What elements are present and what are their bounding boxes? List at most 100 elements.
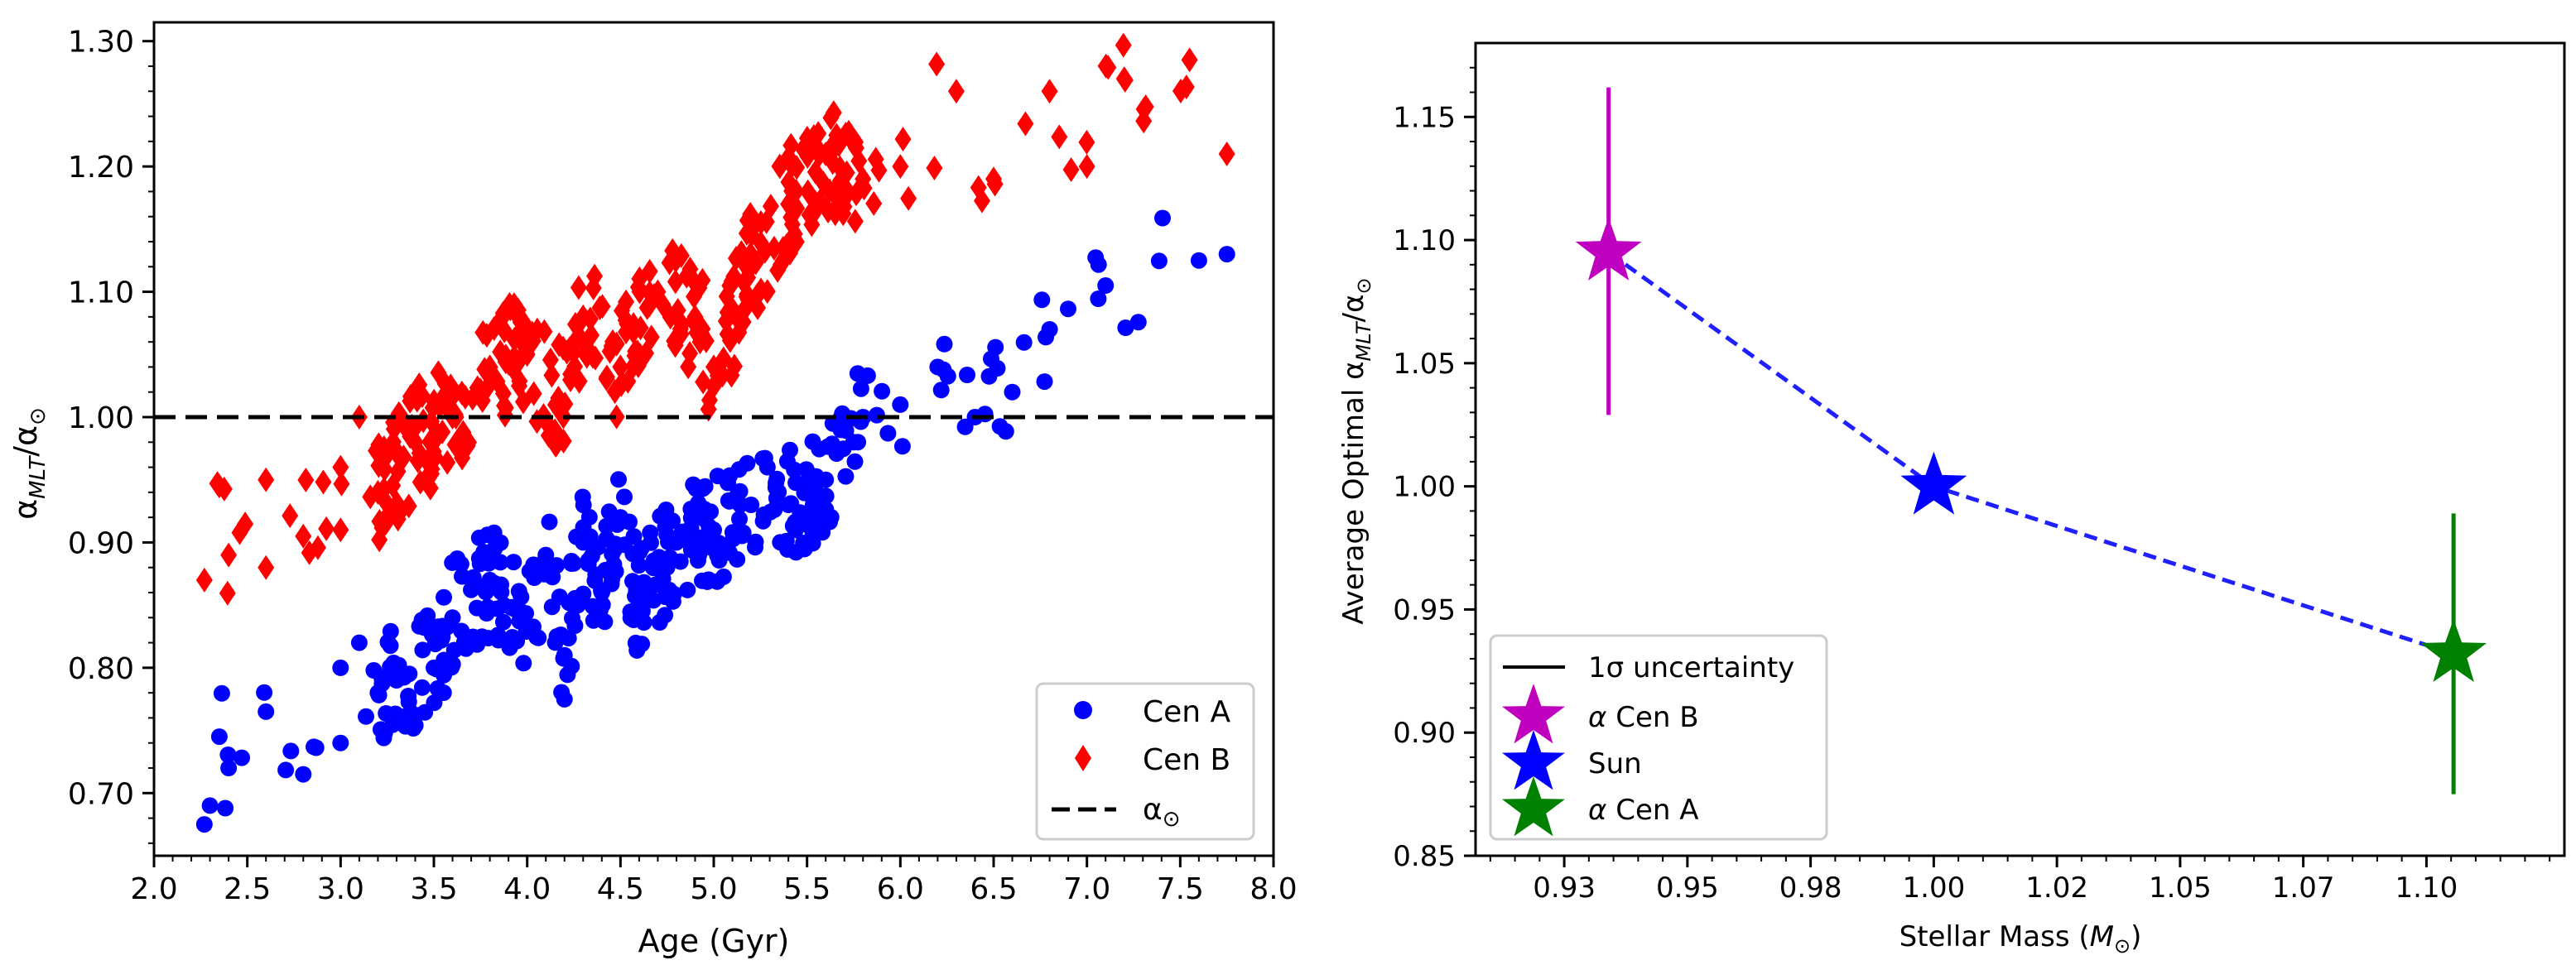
cen-a-point: [610, 471, 627, 488]
cen-b-point: [421, 475, 439, 501]
cen-b-point: [756, 238, 773, 264]
cen-a-point: [642, 524, 659, 541]
cen-b-point: [220, 542, 238, 568]
cen-b-point: [926, 156, 943, 181]
cen-a-point: [493, 576, 509, 593]
cen-b-point: [758, 209, 775, 234]
cen-a-point: [828, 445, 845, 462]
cen-a-point: [375, 729, 392, 747]
cen-b-point: [402, 384, 419, 410]
cen-a-point: [510, 583, 527, 600]
cen-a-point: [821, 513, 838, 531]
cen-a-point: [939, 367, 956, 385]
cen-b-point: [474, 319, 492, 345]
cen-b-point: [426, 444, 444, 470]
cen-a-point: [492, 534, 509, 551]
cen-a-point: [424, 626, 441, 643]
cen-b-point: [850, 148, 868, 174]
cen-b-point: [664, 238, 681, 263]
cen-b-point: [1041, 79, 1058, 104]
y-tick-label: 1.05: [1393, 348, 1456, 381]
cen-b-point: [1017, 111, 1034, 137]
cen-a-point: [852, 380, 869, 397]
cen-b-point: [231, 520, 248, 545]
cen-a-point: [807, 475, 825, 492]
cen-a-point: [846, 453, 864, 470]
cen-b-point: [566, 353, 584, 379]
cen-a-point: [837, 468, 855, 485]
cen-a-point: [387, 705, 404, 723]
cen-b-point: [1115, 32, 1132, 58]
cen-a-point: [470, 529, 488, 546]
cen-b-point: [424, 395, 441, 420]
legend-sun-label: Sun: [1588, 747, 1642, 780]
cen-b-point: [654, 291, 672, 317]
cen-b-point: [362, 484, 379, 510]
cen-a-point: [574, 488, 591, 506]
cen-a-point: [1036, 373, 1053, 391]
cen-b-point: [786, 221, 803, 247]
cen-a-point: [879, 425, 897, 442]
cen-b-point: [219, 580, 236, 606]
legend-cen-b-label: α Cen B: [1588, 701, 1699, 734]
cen-a-point: [893, 438, 911, 455]
cen-a-point: [690, 552, 706, 569]
cen-a-point: [784, 517, 802, 535]
cen-a-point: [397, 718, 414, 735]
y-tick-label: 0.80: [68, 652, 134, 686]
cen-a-point: [662, 549, 679, 566]
cen-a-point: [874, 382, 891, 400]
cen-b-point: [496, 393, 513, 419]
x-tick-label: 2.0: [130, 872, 177, 906]
cen-b-point: [1116, 67, 1134, 93]
cen-a-point: [566, 589, 584, 607]
x-tick-label: 1.10: [2395, 871, 2458, 905]
x-tick-label: 1.02: [2025, 871, 2088, 905]
cen-b-point: [371, 508, 388, 534]
cen-b-point: [743, 221, 760, 247]
cen-b-point: [772, 252, 789, 277]
left-data-points: [195, 32, 1235, 833]
cen-b-point: [412, 469, 429, 495]
cen-a-point: [796, 484, 813, 502]
cen-b-point: [847, 129, 864, 155]
x-tick-label: 4.5: [597, 872, 644, 906]
cen-a-point: [625, 612, 643, 628]
cen-b-point: [387, 495, 404, 521]
cen-a-point: [593, 582, 609, 599]
cen-b-point: [672, 316, 689, 342]
cen-a-point: [563, 657, 580, 675]
cen-a-point: [731, 482, 749, 500]
cen-a-point: [1015, 334, 1033, 351]
y-tick-label: 1.10: [68, 276, 134, 310]
cen-b-point: [430, 360, 447, 386]
cen-a-point: [525, 556, 542, 574]
right-plot-frame: [1474, 41, 2566, 857]
cen-a-point: [625, 528, 643, 545]
y-tick-label: 0.90: [68, 526, 134, 560]
cen-a-point: [756, 449, 773, 467]
x-tick-label: 0.93: [1533, 871, 1596, 905]
cen-b-point: [900, 185, 917, 211]
cen-b-star-marker: [1575, 217, 1642, 281]
cen-b-point: [195, 567, 213, 593]
cen-b-point: [686, 284, 703, 310]
cen-b-point: [734, 249, 752, 275]
cen-a-point: [1038, 329, 1054, 346]
cen-a-point: [217, 799, 234, 817]
cen-b-point: [402, 424, 419, 449]
cen-b-point: [215, 476, 233, 502]
left-axis-ticks: 2.0 2.5 3.0 3.5 4.0 4.5 5.0 5.5 6.0 6.5 7.0 7.5 8.0 0…: [68, 26, 1298, 906]
left-x-axis-label: Age (Gyr): [638, 923, 790, 959]
cen-b-point: [1051, 124, 1068, 150]
cen-a-point: [548, 628, 566, 645]
cen-a-point: [583, 547, 600, 564]
left-chart: 2.0 2.5 3.0 3.5 4.0 4.5 5.0 5.5 6.0 6.5 7.0 7.5 8.0 0…: [7, 21, 1298, 959]
cen-b-point: [799, 143, 816, 169]
left-y-axis-label: αMLT/α⊙: [7, 407, 51, 520]
cen-a-point: [657, 607, 674, 624]
cen-b-point: [725, 353, 743, 379]
y-tick-label: 1.15: [1393, 101, 1456, 134]
cen-b-point: [738, 284, 755, 310]
